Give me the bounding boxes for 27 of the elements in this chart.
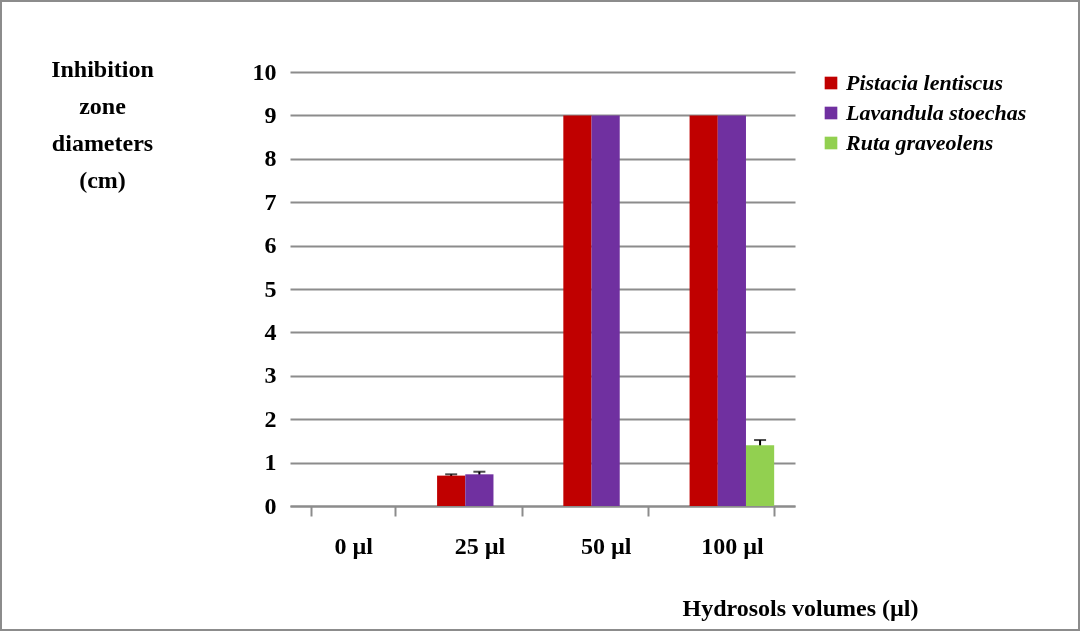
bar	[717, 115, 746, 506]
y-tick-label: 0	[264, 492, 277, 519]
y-tick-label: 9	[264, 101, 277, 128]
bar	[563, 115, 592, 506]
y-tick-label: 8	[264, 145, 277, 172]
legend-label: Lavandula stoechas	[845, 100, 1027, 125]
legend-label: Ruta graveolens	[845, 130, 994, 155]
y-tick-label: 2	[264, 405, 277, 432]
x-tick-label: 50 µl	[580, 532, 632, 559]
y-tick-label: 4	[264, 318, 277, 345]
x-axis-title: Hydrosols volumes (µl)	[682, 594, 919, 621]
y-tick-label: 1	[264, 449, 277, 476]
x-tick-label: 25 µl	[454, 532, 506, 559]
legend-label: Pistacia lentiscus	[845, 70, 1004, 95]
x-tick-label: 0 µl	[334, 532, 374, 559]
bar	[745, 445, 775, 506]
bar	[465, 474, 494, 506]
y-tick-label: 3	[264, 362, 277, 389]
y-tick-label: 5	[264, 275, 277, 302]
y-axis-title: Inhibition zone diameters (cm)	[51, 55, 154, 193]
bar	[437, 475, 466, 506]
bar	[689, 115, 718, 506]
bar	[591, 115, 620, 506]
y-tick-label: 10	[252, 58, 277, 85]
y-tick-label: 6	[264, 232, 277, 259]
y-tick-label: 7	[264, 188, 277, 215]
x-tick-label: 100 µl	[701, 532, 764, 559]
